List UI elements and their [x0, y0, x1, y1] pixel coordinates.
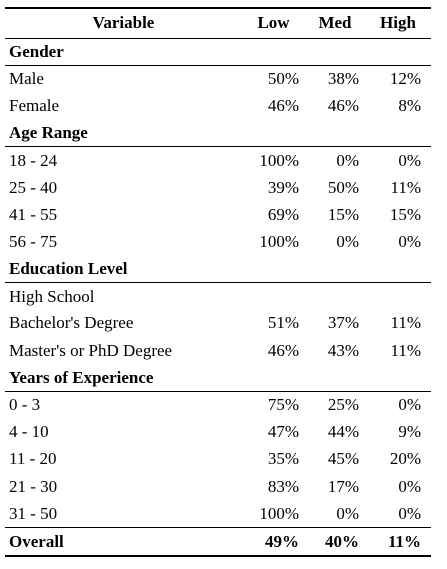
- row-label: Master's or PhD Degree: [9, 340, 173, 360]
- med-cell: 0%: [336, 503, 359, 523]
- low-cell: 69%: [267, 204, 299, 224]
- high-cell: 15%: [389, 204, 421, 224]
- med-cell: 17%: [327, 476, 359, 496]
- table-row: 25 - 40 39% 50% 11%: [5, 174, 431, 201]
- overall-high: 11%: [387, 531, 421, 551]
- med-cell: 50%: [327, 177, 359, 197]
- section-title: Age Range: [9, 122, 88, 142]
- row-label: High School: [9, 286, 95, 306]
- high-cell: 12%: [389, 69, 421, 89]
- low-cell: 46%: [267, 340, 299, 360]
- table-body: Gender Male 50% 38% 12% Female 46% 46% 8…: [5, 38, 431, 557]
- high-cell: 0%: [398, 395, 421, 415]
- table-row: 18 - 24 100% 0% 0%: [5, 146, 431, 174]
- section-header-gender: Gender: [5, 38, 431, 65]
- med-cell: 25%: [327, 395, 359, 415]
- low-cell: 39%: [267, 177, 299, 197]
- row-label: Female: [9, 95, 60, 115]
- section-title: Years of Experience: [9, 367, 154, 387]
- row-label: 31 - 50: [9, 503, 58, 523]
- overall-low: 49%: [265, 531, 299, 551]
- table-row: Master's or PhD Degree 46% 43% 11%: [5, 337, 431, 364]
- table-row: 4 - 10 47% 44% 9%: [5, 419, 431, 446]
- high-cell: 0%: [398, 476, 421, 496]
- table-row: 31 - 50 100% 0% 0%: [5, 500, 431, 527]
- row-label: 41 - 55: [9, 204, 58, 224]
- high-cell: [365, 283, 431, 310]
- header-high: High: [380, 13, 416, 33]
- row-label: 0 - 3: [9, 395, 41, 415]
- high-cell: 0%: [398, 150, 421, 170]
- high-cell: 11%: [390, 340, 421, 360]
- med-cell: 15%: [327, 204, 359, 224]
- table-row: 41 - 55 69% 15% 15%: [5, 201, 431, 228]
- high-cell: 0%: [398, 231, 421, 251]
- section-header-age-range: Age Range: [5, 120, 431, 147]
- table-row: High School: [5, 282, 431, 310]
- high-cell: 11%: [390, 177, 421, 197]
- low-cell: 50%: [267, 69, 299, 89]
- table-row: 11 - 20 35% 45% 20%: [5, 446, 431, 473]
- header-row: Variable Low Med High: [5, 8, 431, 38]
- low-cell: 100%: [259, 231, 299, 251]
- med-cell: 0%: [336, 150, 359, 170]
- table-row: Female 46% 46% 8%: [5, 92, 431, 119]
- high-cell: 9%: [398, 422, 421, 442]
- low-cell: 100%: [259, 503, 299, 523]
- low-cell: 46%: [267, 95, 299, 115]
- overall-med: 40%: [325, 531, 359, 551]
- row-label: 4 - 10: [9, 422, 49, 442]
- row-label: 21 - 30: [9, 476, 58, 496]
- low-cell: 100%: [259, 150, 299, 170]
- row-label: 56 - 75: [9, 231, 58, 251]
- section-title: Education Level: [9, 258, 128, 278]
- table-row: 21 - 30 83% 17% 0%: [5, 473, 431, 500]
- med-cell: 45%: [327, 449, 359, 469]
- header-med: Med: [318, 13, 352, 33]
- table-row: 56 - 75 100% 0% 0%: [5, 228, 431, 255]
- high-cell: 11%: [390, 313, 421, 333]
- med-cell: 44%: [327, 422, 359, 442]
- med-cell: 43%: [327, 340, 359, 360]
- section-title: Gender: [9, 41, 64, 61]
- med-cell: 38%: [327, 69, 359, 89]
- section-header-years-of-experience: Years of Experience: [5, 364, 431, 391]
- results-table: Variable Low Med High Gender Male 50% 38…: [5, 7, 431, 557]
- table-row: Bachelor's Degree 51% 37% 11%: [5, 310, 431, 337]
- header-variable: Variable: [92, 13, 155, 33]
- table-row: Male 50% 38% 12%: [5, 65, 431, 92]
- med-cell: 0%: [336, 231, 359, 251]
- row-label: Bachelor's Degree: [9, 313, 134, 333]
- low-cell: [242, 283, 305, 310]
- row-label: 18 - 24: [9, 150, 58, 170]
- high-cell: 8%: [398, 95, 421, 115]
- header-low: Low: [257, 13, 290, 33]
- table-row: 0 - 3 75% 25% 0%: [5, 391, 431, 418]
- row-label: 11 - 20: [9, 449, 57, 469]
- high-cell: 20%: [389, 449, 421, 469]
- low-cell: 35%: [267, 449, 299, 469]
- row-label: 25 - 40: [9, 177, 58, 197]
- overall-label: Overall: [9, 531, 64, 551]
- high-cell: 0%: [398, 503, 421, 523]
- low-cell: 83%: [267, 476, 299, 496]
- overall-row: Overall 49% 40% 11%: [5, 527, 431, 557]
- row-label: Male: [9, 69, 44, 89]
- med-cell: [305, 283, 365, 310]
- section-header-education-level: Education Level: [5, 256, 431, 283]
- med-cell: 46%: [327, 95, 359, 115]
- med-cell: 37%: [327, 313, 359, 333]
- low-cell: 75%: [267, 395, 299, 415]
- low-cell: 51%: [267, 313, 299, 333]
- low-cell: 47%: [267, 422, 299, 442]
